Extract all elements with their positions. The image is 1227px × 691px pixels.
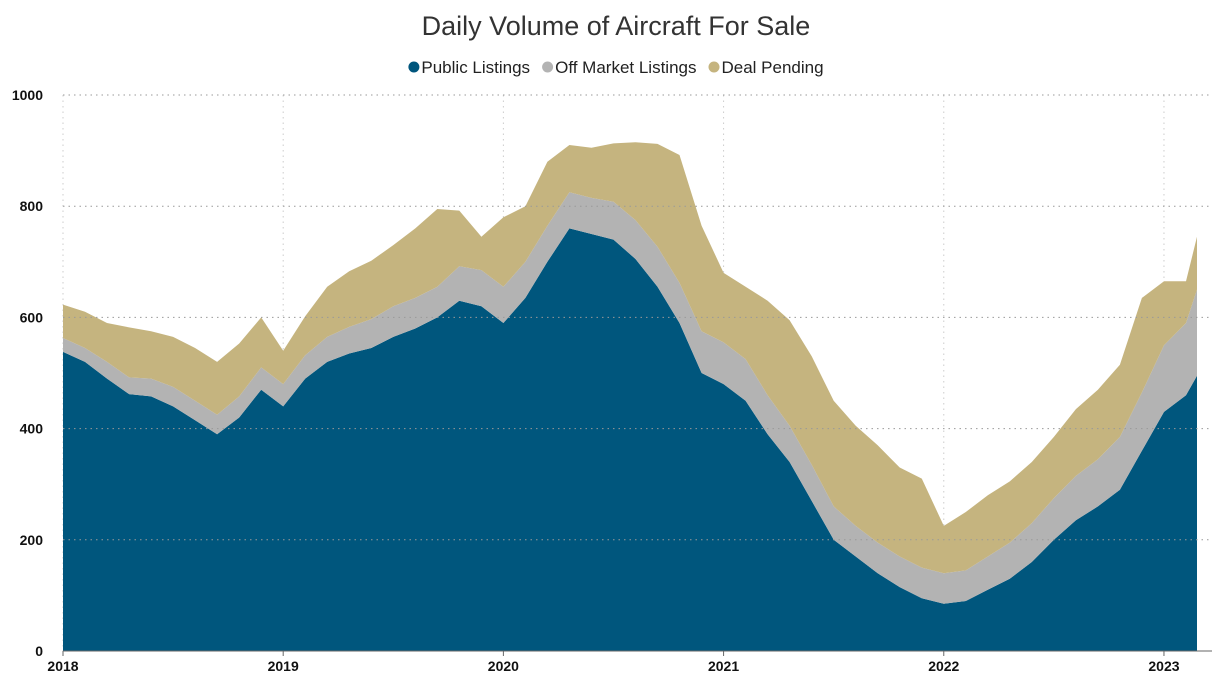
legend-marker (408, 61, 420, 73)
horizontal-gridlines (63, 94, 1212, 541)
legend-item-public-listings: Public Listings (408, 58, 530, 77)
y-tick-label: 600 (20, 309, 44, 325)
legend-marker (542, 61, 554, 73)
x-tick-label: 2018 (47, 658, 78, 674)
legend-label: Public Listings (421, 58, 530, 77)
area-off-market-listings (63, 192, 1197, 604)
y-tick-label: 800 (20, 198, 44, 214)
y-tick-label: 0 (35, 643, 43, 659)
y-tick-label: 400 (20, 421, 44, 437)
x-tick-label: 2021 (708, 658, 739, 674)
area-public-listings (63, 228, 1197, 651)
x-tick-label: 2020 (488, 658, 519, 674)
y-axis-ticks: 0 200 400 600 800 1000 (12, 87, 43, 659)
x-tick-label: 2019 (268, 658, 299, 674)
legend-label: Off Market Listings (555, 58, 696, 77)
legend-item-deal-pending: Deal Pending (708, 58, 824, 77)
x-tick-label: 2022 (928, 658, 959, 674)
legend-marker (708, 61, 720, 73)
area-deal-pending (63, 142, 1197, 574)
area-series (63, 142, 1197, 651)
y-tick-label: 1000 (12, 87, 43, 103)
legend-label: Deal Pending (722, 58, 824, 77)
legend-item-off-market-listings: Off Market Listings (542, 58, 697, 77)
chart-title: Daily Volume of Aircraft For Sale (422, 11, 811, 41)
x-axis-ticks: 2018 2019 2020 2021 2022 2023 (47, 651, 1180, 674)
legend: Public Listings Off Market Listings Deal P… (408, 58, 824, 77)
y-tick-label: 200 (20, 532, 44, 548)
x-tick-label: 2023 (1148, 658, 1179, 674)
